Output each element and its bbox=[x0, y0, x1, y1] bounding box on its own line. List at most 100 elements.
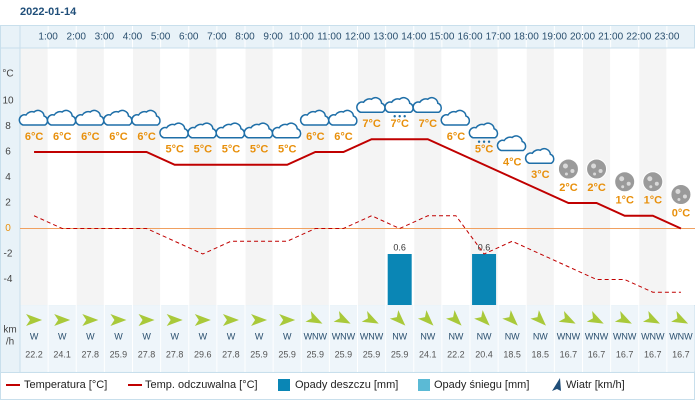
column-background bbox=[441, 48, 470, 305]
wind-cell bbox=[48, 305, 76, 372]
column-background bbox=[273, 48, 302, 305]
cloud bbox=[524, 147, 555, 164]
wind-direction: NW bbox=[420, 331, 435, 341]
weather-icon bbox=[496, 135, 527, 152]
cloud bbox=[496, 135, 527, 152]
wind-arrow bbox=[54, 314, 71, 326]
wind-direction: WNW bbox=[360, 331, 384, 341]
bar-label: 0.6 bbox=[393, 242, 406, 252]
moon bbox=[586, 158, 608, 180]
wind-cell bbox=[161, 305, 189, 372]
wind-arrow-shape bbox=[642, 311, 660, 324]
cloud bbox=[440, 109, 471, 126]
weather-icon bbox=[131, 109, 161, 126]
wind-speed: 22.2 bbox=[25, 349, 43, 359]
moon-spot bbox=[621, 185, 625, 189]
wind-speed: 16.7 bbox=[588, 349, 606, 359]
column-background bbox=[245, 48, 274, 305]
wind-direction: NW bbox=[505, 331, 520, 341]
wind-arrow-shape bbox=[530, 310, 546, 326]
y-tick-label: -2 bbox=[4, 249, 13, 260]
hour-label: 7:00 bbox=[207, 32, 227, 43]
temperature-label: 3°C bbox=[531, 169, 550, 181]
wind-arrow-shape bbox=[417, 310, 434, 326]
temperature-label: 7°C bbox=[419, 118, 438, 130]
column-background bbox=[132, 48, 161, 305]
moon bbox=[557, 158, 579, 180]
wind-speed: 25.9 bbox=[110, 349, 128, 359]
wind-arrow bbox=[417, 310, 434, 326]
wind-direction: WNW bbox=[557, 331, 581, 341]
wind-speed: 20.4 bbox=[475, 349, 493, 359]
moon-spot bbox=[677, 198, 681, 201]
precipitation-bar bbox=[472, 254, 497, 305]
wind-arrow-shape bbox=[446, 310, 462, 326]
wind-direction: NW bbox=[533, 331, 548, 341]
column-background bbox=[48, 48, 77, 305]
wind-direction: W bbox=[255, 331, 264, 341]
temperature-label: 4°C bbox=[503, 156, 522, 168]
weather-icon bbox=[328, 109, 358, 126]
wind-arrow bbox=[474, 310, 490, 326]
moon-spot bbox=[647, 176, 653, 182]
wind-arrow bbox=[166, 314, 183, 326]
wind-speed: 25.9 bbox=[363, 349, 381, 359]
wind-arrow bbox=[530, 310, 546, 326]
hour-label: 18:00 bbox=[514, 32, 539, 43]
wind-arrow-shape bbox=[502, 310, 518, 326]
column-background bbox=[666, 48, 695, 305]
wind-speed: 27.8 bbox=[82, 349, 100, 359]
wind-speed: 25.9 bbox=[391, 349, 409, 359]
temperature-label: 2°C bbox=[587, 182, 606, 194]
y-axis-label: °C bbox=[2, 69, 13, 80]
wind-arrow bbox=[502, 310, 518, 326]
y-tick-label: 4 bbox=[5, 172, 11, 183]
wind-arrow bbox=[222, 314, 239, 326]
wind-arrow bbox=[110, 314, 127, 326]
legend-swatch bbox=[278, 379, 290, 391]
legend-label: Wiatr [km/h] bbox=[566, 379, 625, 391]
wind-direction: W bbox=[58, 331, 67, 341]
rain-drop bbox=[393, 115, 396, 118]
wind-arrow-shape bbox=[279, 314, 296, 326]
weather-icon bbox=[642, 171, 664, 193]
weather-icon bbox=[468, 122, 499, 143]
temperature-label: 6°C bbox=[334, 131, 353, 143]
wind-speed: 24.1 bbox=[419, 349, 437, 359]
hour-label: 17:00 bbox=[486, 32, 511, 43]
legend-frame bbox=[0, 372, 695, 400]
hour-label: 2:00 bbox=[67, 32, 87, 43]
wind-arrow-shape bbox=[222, 314, 239, 326]
legend-label: Temperatura [°C] bbox=[24, 379, 107, 391]
wind-speed: 25.9 bbox=[335, 349, 353, 359]
wind-arrow-shape bbox=[166, 314, 183, 326]
wind-direction: W bbox=[227, 331, 236, 341]
temperature-label: 6°C bbox=[81, 131, 100, 143]
temperature-label: 6°C bbox=[447, 131, 466, 143]
wind-direction: WNW bbox=[585, 331, 609, 341]
column-background bbox=[188, 48, 217, 305]
moon-spot bbox=[598, 169, 603, 173]
wind-direction: NW bbox=[448, 331, 463, 341]
wind-arrow bbox=[614, 311, 632, 324]
wind-direction: W bbox=[283, 331, 292, 341]
temperature-label: 6°C bbox=[53, 131, 72, 143]
y-tick-label: 2 bbox=[5, 198, 11, 209]
temperature-label: 7°C bbox=[362, 118, 381, 130]
y-tick-label: 0 bbox=[5, 223, 11, 234]
wind-speed: 25.9 bbox=[307, 349, 325, 359]
wind-arrow bbox=[82, 314, 99, 326]
wind-cell bbox=[245, 305, 273, 372]
wind-cell bbox=[20, 305, 48, 372]
wind-arrow-shape bbox=[305, 311, 323, 324]
temperature-label: 5°C bbox=[278, 144, 297, 156]
hour-label: 23:00 bbox=[654, 32, 679, 43]
wind-speed: 16.7 bbox=[672, 349, 690, 359]
wind-speed: 25.9 bbox=[250, 349, 268, 359]
wind-speed: 18.5 bbox=[503, 349, 521, 359]
hour-label: 5:00 bbox=[151, 32, 171, 43]
wind-arrow bbox=[586, 311, 604, 324]
wind-speed: 16.7 bbox=[560, 349, 578, 359]
hour-label: 13:00 bbox=[373, 32, 398, 43]
moon-spot bbox=[593, 172, 597, 176]
